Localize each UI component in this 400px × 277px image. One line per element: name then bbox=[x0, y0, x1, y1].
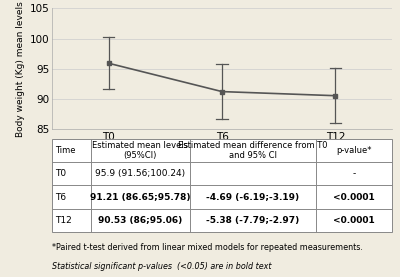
Text: Estimated mean levels
(95%CI): Estimated mean levels (95%CI) bbox=[92, 141, 188, 160]
Text: 95.9 (91.56;100.24): 95.9 (91.56;100.24) bbox=[95, 169, 186, 178]
Text: p-value*: p-value* bbox=[336, 146, 372, 155]
Text: Estimated mean difference from T0
and 95% CI: Estimated mean difference from T0 and 95… bbox=[178, 141, 327, 160]
Y-axis label: Body weight (Kg) mean levels: Body weight (Kg) mean levels bbox=[16, 1, 25, 137]
Text: Statistical significant p-values  (<0.05) are in bold text: Statistical significant p-values (<0.05)… bbox=[52, 262, 272, 271]
Text: *Paired t-test derived from linear mixed models for repeated measurements.: *Paired t-test derived from linear mixed… bbox=[52, 243, 363, 252]
Text: 90.53 (86;95.06): 90.53 (86;95.06) bbox=[98, 216, 182, 225]
Text: T12: T12 bbox=[55, 216, 72, 225]
Text: <0.0001: <0.0001 bbox=[333, 216, 375, 225]
Text: -5.38 (-7.79;-2.97): -5.38 (-7.79;-2.97) bbox=[206, 216, 299, 225]
Text: -: - bbox=[352, 169, 355, 178]
Text: T0: T0 bbox=[55, 169, 66, 178]
Text: Time: Time bbox=[55, 146, 76, 155]
Text: <0.0001: <0.0001 bbox=[333, 193, 375, 202]
Text: T6: T6 bbox=[55, 193, 66, 202]
Text: -4.69 (-6.19;-3.19): -4.69 (-6.19;-3.19) bbox=[206, 193, 299, 202]
Text: 91.21 (86.65;95.78): 91.21 (86.65;95.78) bbox=[90, 193, 191, 202]
